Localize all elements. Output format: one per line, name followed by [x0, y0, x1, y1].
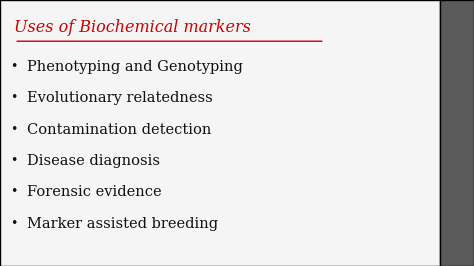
Text: Disease diagnosis: Disease diagnosis: [27, 154, 161, 168]
Text: Uses of Biochemical markers: Uses of Biochemical markers: [14, 19, 251, 36]
Text: Contamination detection: Contamination detection: [27, 123, 212, 137]
FancyBboxPatch shape: [0, 0, 440, 266]
Text: •: •: [10, 154, 18, 167]
Text: •: •: [10, 60, 18, 73]
Text: •: •: [10, 217, 18, 230]
FancyBboxPatch shape: [440, 0, 474, 266]
Text: •: •: [10, 123, 18, 136]
Text: •: •: [10, 91, 18, 104]
Text: •: •: [10, 185, 18, 198]
Text: Forensic evidence: Forensic evidence: [27, 185, 162, 200]
Text: Phenotyping and Genotyping: Phenotyping and Genotyping: [27, 60, 243, 74]
Text: Marker assisted breeding: Marker assisted breeding: [27, 217, 219, 231]
Text: Evolutionary relatedness: Evolutionary relatedness: [27, 91, 213, 105]
